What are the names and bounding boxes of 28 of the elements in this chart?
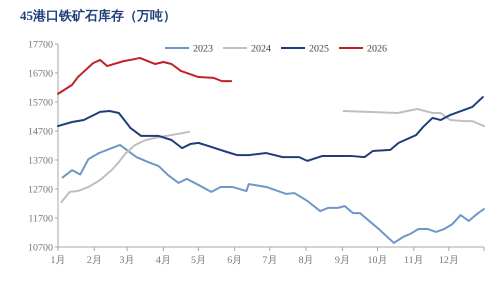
line-series [57,96,484,162]
y-tick-label: 10700 [28,242,53,254]
x-tick-label: 10月 [368,255,388,266]
x-tick-label: 3月 [120,255,135,266]
chart-title: 45港口铁矿石库存（万吨） [20,8,176,23]
y-tick-label: 17700 [28,40,53,50]
x-tick-label: 12月 [438,255,459,266]
legend-label: 2025 [309,44,329,54]
line-series [57,56,232,95]
x-tick-label: 1月 [50,255,66,266]
legend-label: 2024 [251,44,271,54]
x-tick-label: 8月 [298,255,314,266]
y-tick-label: 16700 [28,68,53,80]
x-tick-label: 4月 [156,255,171,266]
x-tick-label: 5月 [190,255,206,266]
legend-label: 2026 [367,44,387,54]
x-tick-label: 9月 [334,255,350,266]
x-tick-label: 7月 [262,255,278,266]
y-tick-label: 12700 [28,184,53,196]
x-tick-label: 2月 [86,255,102,266]
y-tick-label: 11700 [28,214,53,224]
y-tick-label: 13700 [28,156,53,166]
y-tick-label: 15700 [28,98,53,108]
line-series [62,144,485,244]
legend-label: 2023 [193,44,213,54]
x-tick-label: 6月 [227,255,242,266]
y-tick-label: 14700 [28,126,53,138]
x-tick-label: 11月 [404,255,424,266]
